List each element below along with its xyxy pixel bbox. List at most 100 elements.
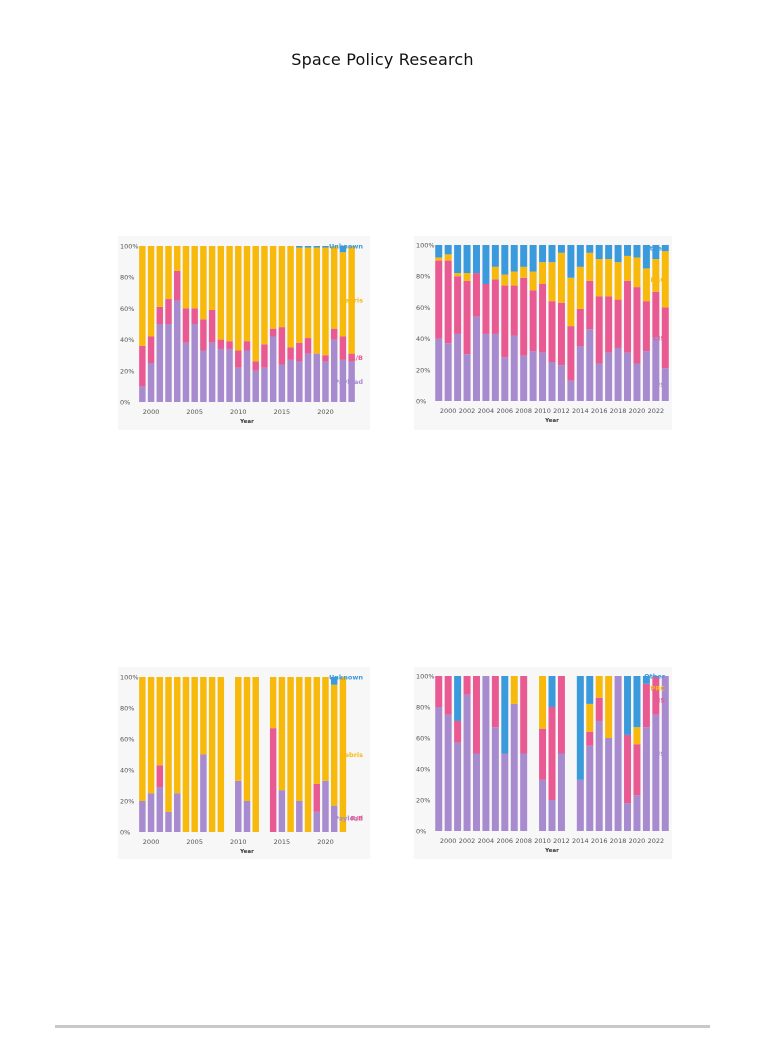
bar-segment-other-2002 bbox=[463, 245, 471, 274]
bar-segment-debris-2012 bbox=[252, 246, 259, 362]
bar-segment-other-1999 bbox=[435, 245, 443, 258]
bar-segment-us-2016 bbox=[595, 720, 603, 831]
bar-segment-prc-2010 bbox=[539, 676, 547, 729]
x-axis-title: Year bbox=[544, 418, 559, 424]
bar-segment-r-b-2023 bbox=[348, 353, 355, 362]
bar-segment-other-2013 bbox=[567, 245, 575, 278]
bar-segment-payload-2003 bbox=[174, 300, 181, 402]
x-tick-label: 2015 bbox=[274, 408, 291, 416]
bar-segment-debris-2005 bbox=[191, 246, 198, 309]
bar-segment-prc-2016 bbox=[595, 259, 603, 297]
bar-segment-payload-2019 bbox=[313, 353, 320, 402]
x-tick-label: 2008 bbox=[515, 407, 532, 415]
bar-segment-debris-1999 bbox=[139, 677, 146, 801]
bar-segment-debris-2016 bbox=[287, 246, 294, 348]
x-tick-label: 2010 bbox=[534, 837, 551, 845]
bar-segment-debris-2000 bbox=[147, 677, 155, 794]
bar-segment-cis-2008 bbox=[520, 676, 528, 754]
bar-segment-payload-2002 bbox=[165, 324, 172, 402]
bar-segment-cis-2000 bbox=[444, 260, 452, 344]
bar-segment-r-b-2006 bbox=[200, 319, 207, 351]
bar-segment-r-b-2015 bbox=[278, 327, 286, 365]
bar-segment-payload-2006 bbox=[200, 350, 207, 402]
y-tick-label: 100% bbox=[120, 243, 139, 251]
x-tick-label: 2005 bbox=[186, 408, 203, 416]
bar-segment-us-2019 bbox=[624, 803, 632, 831]
bar-segment-r-b-2018 bbox=[304, 338, 312, 354]
bar-segment-debris-2010 bbox=[235, 677, 242, 781]
bar-segment-cis-2007 bbox=[510, 285, 518, 336]
bar-segment-payload-2002 bbox=[165, 811, 172, 832]
bar-segment-r-b-2014 bbox=[269, 328, 277, 337]
bar-segment-us-2005 bbox=[491, 727, 499, 831]
bar-segment-other-2014 bbox=[576, 676, 584, 780]
bar-segment-prc-2017 bbox=[605, 259, 613, 297]
bar-segment-prc-2016 bbox=[595, 676, 603, 698]
y-tick-label: 60% bbox=[416, 304, 430, 312]
bar-segment-debris-2018 bbox=[304, 247, 312, 339]
bar-segment-debris-1999 bbox=[139, 246, 146, 346]
x-tick-label: 2022 bbox=[648, 837, 665, 845]
bar-segment-payload-2003 bbox=[174, 793, 181, 832]
bar-segment-r-b-2022 bbox=[339, 336, 347, 360]
bar-segment-debris-2000 bbox=[147, 246, 155, 337]
bar-segment-us-2004 bbox=[482, 676, 490, 831]
x-tick-label: 2014 bbox=[572, 837, 589, 845]
bar-segment-payload-1999 bbox=[139, 386, 146, 402]
bar-segment-debris-2018 bbox=[304, 677, 312, 832]
y-tick-label: 60% bbox=[120, 305, 134, 313]
y-tick-label: 40% bbox=[120, 767, 134, 775]
bar-segment-us-2019 bbox=[624, 352, 632, 401]
bar-segment-prc-2005 bbox=[491, 266, 499, 280]
bar-segment-payload-2017 bbox=[296, 801, 303, 832]
bar-segment-other-2008 bbox=[520, 245, 528, 267]
bar-segment-us-2018 bbox=[614, 676, 622, 831]
bar-segment-cis-2013 bbox=[567, 326, 575, 381]
bar-segment-payload-2004 bbox=[182, 342, 190, 402]
bar-segment-cis-2020 bbox=[633, 744, 641, 796]
y-tick-label: 60% bbox=[416, 735, 430, 743]
bar-segment-prc-2013 bbox=[567, 277, 575, 327]
y-tick-label: 80% bbox=[120, 705, 134, 713]
bar-segment-us-2012 bbox=[557, 365, 565, 401]
y-tick-label: 0% bbox=[416, 398, 426, 406]
bar-segment-prc-2022 bbox=[652, 259, 660, 292]
y-tick-label: 20% bbox=[120, 798, 134, 806]
bar-segment-debris-2010 bbox=[235, 246, 242, 351]
bar-segment-payload-1999 bbox=[139, 801, 146, 832]
bar-segment-cis-2022 bbox=[652, 676, 660, 715]
x-tick-label: 2020 bbox=[317, 838, 334, 846]
x-tick-label: 2016 bbox=[591, 407, 608, 415]
bar-segment-prc-2007 bbox=[510, 271, 518, 286]
bar-segment-us-2014 bbox=[576, 779, 584, 831]
bar-segment-us-2001 bbox=[454, 333, 462, 401]
chart-object-type-subset: 0% 20% 40% 60% 80% 100% 2000 2005 2010 2015 2020 Ye… bbox=[120, 674, 363, 856]
bar-segment-payload-2023 bbox=[348, 361, 355, 402]
x-tick-label: 2016 bbox=[591, 837, 608, 845]
bar-segment-other-2020 bbox=[633, 245, 641, 258]
bar-segment-us-2000 bbox=[444, 343, 452, 401]
bar-segment-payload-2013 bbox=[261, 367, 268, 402]
x-tick-label: 2000 bbox=[440, 837, 457, 845]
bar-segment-cis-2016 bbox=[595, 296, 603, 364]
bar-segment-us-2023 bbox=[661, 368, 669, 401]
y-tick-label: 0% bbox=[120, 399, 130, 407]
bar-segment-r-b-2008 bbox=[217, 339, 225, 349]
bar-segment-cis-2010 bbox=[539, 728, 547, 780]
bar-segment-other-2021 bbox=[642, 245, 650, 269]
bar-segment-us-2022 bbox=[652, 337, 660, 401]
bar-segment-us-2020 bbox=[633, 363, 641, 401]
bar-segment-cis-2005 bbox=[491, 279, 499, 334]
bar-segment-other-2001 bbox=[454, 676, 462, 721]
bar-segment-prc-2007 bbox=[510, 676, 518, 704]
bar-segment-other-2022 bbox=[652, 245, 660, 260]
bar-segment-r-b-2001 bbox=[156, 306, 164, 324]
bar-segment-cis-2022 bbox=[652, 291, 660, 338]
bar-segment-other-2019 bbox=[624, 676, 632, 735]
bar-segment-r-b-2021 bbox=[330, 328, 338, 340]
bar-segment-debris-2019 bbox=[313, 247, 320, 354]
bar-segment-payload-2010 bbox=[235, 367, 242, 402]
bar-segment-other-2017 bbox=[605, 245, 613, 260]
bar-segment-us-2020 bbox=[633, 795, 641, 831]
bar-segment-payload-2000 bbox=[147, 793, 155, 832]
